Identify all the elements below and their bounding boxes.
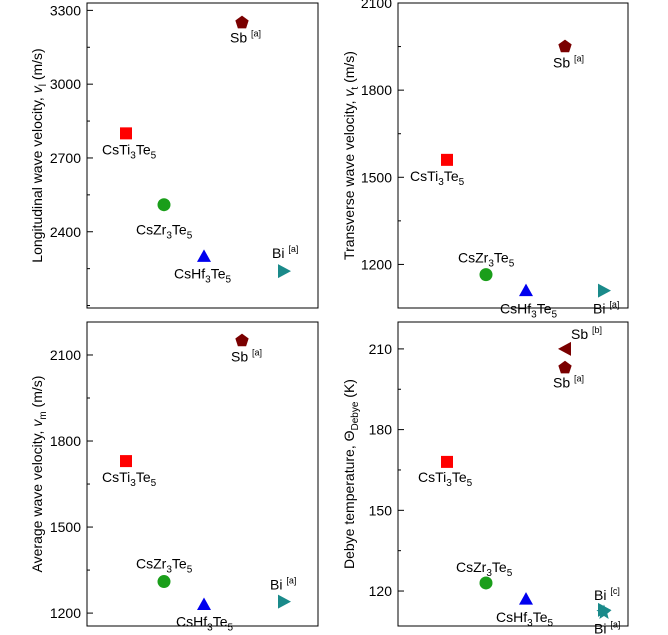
y-tick-label: 1500	[50, 519, 81, 535]
point-label: Bi [a]	[594, 620, 620, 635]
plot-frame	[86, 321, 319, 627]
point-label: Bi [c]	[594, 586, 620, 603]
point-label: CsHf3Te5	[176, 613, 233, 633]
data-point-square	[441, 153, 453, 166]
data-point-triangle-right	[598, 283, 611, 298]
data-point-triangle-up	[197, 249, 211, 262]
data-point-circle	[157, 575, 171, 589]
data-point-group: CsHf3Te5	[496, 592, 553, 629]
data-point-group: Sb [a]	[553, 39, 584, 71]
y-tick-label: 2100	[50, 347, 81, 363]
y-tick-label: 1500	[361, 169, 392, 185]
chart-panel-1: 2400 2700 3000 3300 Longitudinal wave veloci…	[29, 2, 319, 309]
y-tick-label: 3300	[50, 2, 81, 18]
data-point-triangle-right	[278, 594, 291, 609]
y-tick-label: 1800	[361, 82, 392, 98]
point-label: Sb [a]	[553, 374, 584, 391]
data-point-triangle-left	[558, 341, 571, 356]
data-point-square	[441, 455, 453, 468]
point-label: Bi [a]	[270, 576, 296, 593]
plot-frame	[86, 2, 319, 309]
point-label: Sb [a]	[553, 54, 584, 71]
point-label: CsTi3Te5	[102, 141, 157, 161]
y-axis-label: Longitudinal wave velocity, vl (m/s)	[29, 48, 49, 262]
chart-panel-2: 1200 1500 1800 2100 Transverse wave velocity…	[341, 0, 629, 321]
plot-frame	[397, 321, 629, 627]
data-point-group: CsZr3Te5	[458, 250, 515, 282]
y-tick-label: 2100	[361, 0, 392, 11]
y-axis-label: Transverse wave velocity, vt (m/s)	[341, 51, 361, 260]
point-label: Bi [a]	[593, 300, 619, 317]
point-label: CsZr3Te5	[136, 222, 193, 242]
data-point-group: CsZr3Te5	[456, 559, 513, 590]
data-point-group: CsZr3Te5	[136, 198, 193, 242]
plot-frame	[397, 2, 629, 309]
point-label: CsHf3Te5	[496, 609, 553, 629]
y-tick-label: 2400	[50, 224, 81, 240]
data-point-square	[120, 127, 132, 140]
data-point-group: Sb [a]	[230, 15, 261, 46]
data-point-group: CsTi3Te5	[418, 455, 473, 489]
point-label: CsHf3Te5	[174, 265, 231, 285]
y-tick-label: 1200	[361, 256, 392, 272]
y-tick-label: 1800	[50, 433, 81, 449]
data-point-group: Bi [a]	[270, 576, 296, 609]
data-point-pentagon	[558, 39, 572, 53]
data-point-group: CsTi3Te5	[410, 153, 465, 188]
data-point-group: CsZr3Te5	[136, 556, 193, 589]
y-tick-label: 180	[369, 422, 393, 438]
data-point-group: CsTi3Te5	[102, 455, 157, 489]
y-tick-label: 2700	[50, 150, 81, 166]
data-point-group: CsHf3Te5	[500, 283, 557, 321]
data-point-group: Sb [a]	[553, 360, 584, 391]
y-tick-label: 150	[369, 502, 393, 518]
point-label: CsZr3Te5	[136, 556, 193, 576]
data-point-triangle-right	[598, 602, 611, 617]
point-label: Sb [a]	[230, 29, 261, 46]
y-tick-label: 120	[369, 583, 393, 599]
y-axis-label: Debye temperature, ΘDebye (K)	[341, 379, 361, 569]
data-point-group: CsHf3Te5	[176, 597, 233, 633]
data-point-circle	[157, 198, 171, 212]
point-label: CsTi3Te5	[102, 469, 157, 489]
point-label: CsZr3Te5	[456, 559, 513, 579]
data-point-pentagon	[235, 333, 249, 347]
data-point-circle	[479, 576, 493, 590]
point-label: CsHf3Te5	[500, 301, 557, 321]
y-tick-label: 3000	[50, 76, 81, 92]
data-point-group: CsTi3Te5	[102, 127, 157, 161]
data-point-group: Sb [b]	[558, 325, 602, 356]
data-point-group: Bi [c]	[594, 586, 620, 617]
data-point-triangle-up	[519, 592, 533, 605]
chart-panel-4: 120 150 180 210 Debye temperature, ΘDebye (K…	[341, 321, 629, 635]
y-tick-label: 1200	[50, 605, 81, 621]
point-label: CsZr3Te5	[458, 250, 515, 270]
data-point-square	[120, 455, 132, 468]
data-point-group: CsHf3Te5	[174, 249, 231, 285]
point-label: Sb [a]	[231, 348, 262, 365]
point-label: CsTi3Te5	[418, 469, 473, 489]
point-label: Sb [b]	[571, 325, 602, 342]
point-label: CsTi3Te5	[410, 168, 465, 188]
data-point-group: Bi [a]	[272, 244, 298, 279]
y-axis-label: Average wave velocity, vm (m/s)	[29, 376, 49, 573]
data-point-pentagon	[235, 15, 249, 29]
data-point-circle	[479, 268, 493, 282]
data-point-triangle-up	[519, 283, 533, 297]
data-point-group: Sb [a]	[231, 333, 262, 365]
data-point-pentagon	[558, 360, 572, 374]
data-point-group: Bi [a]	[593, 283, 619, 317]
data-point-triangle-up	[197, 597, 211, 610]
data-point-triangle-right	[278, 264, 291, 279]
y-tick-label: 210	[369, 341, 393, 357]
point-label: Bi [a]	[272, 244, 298, 261]
